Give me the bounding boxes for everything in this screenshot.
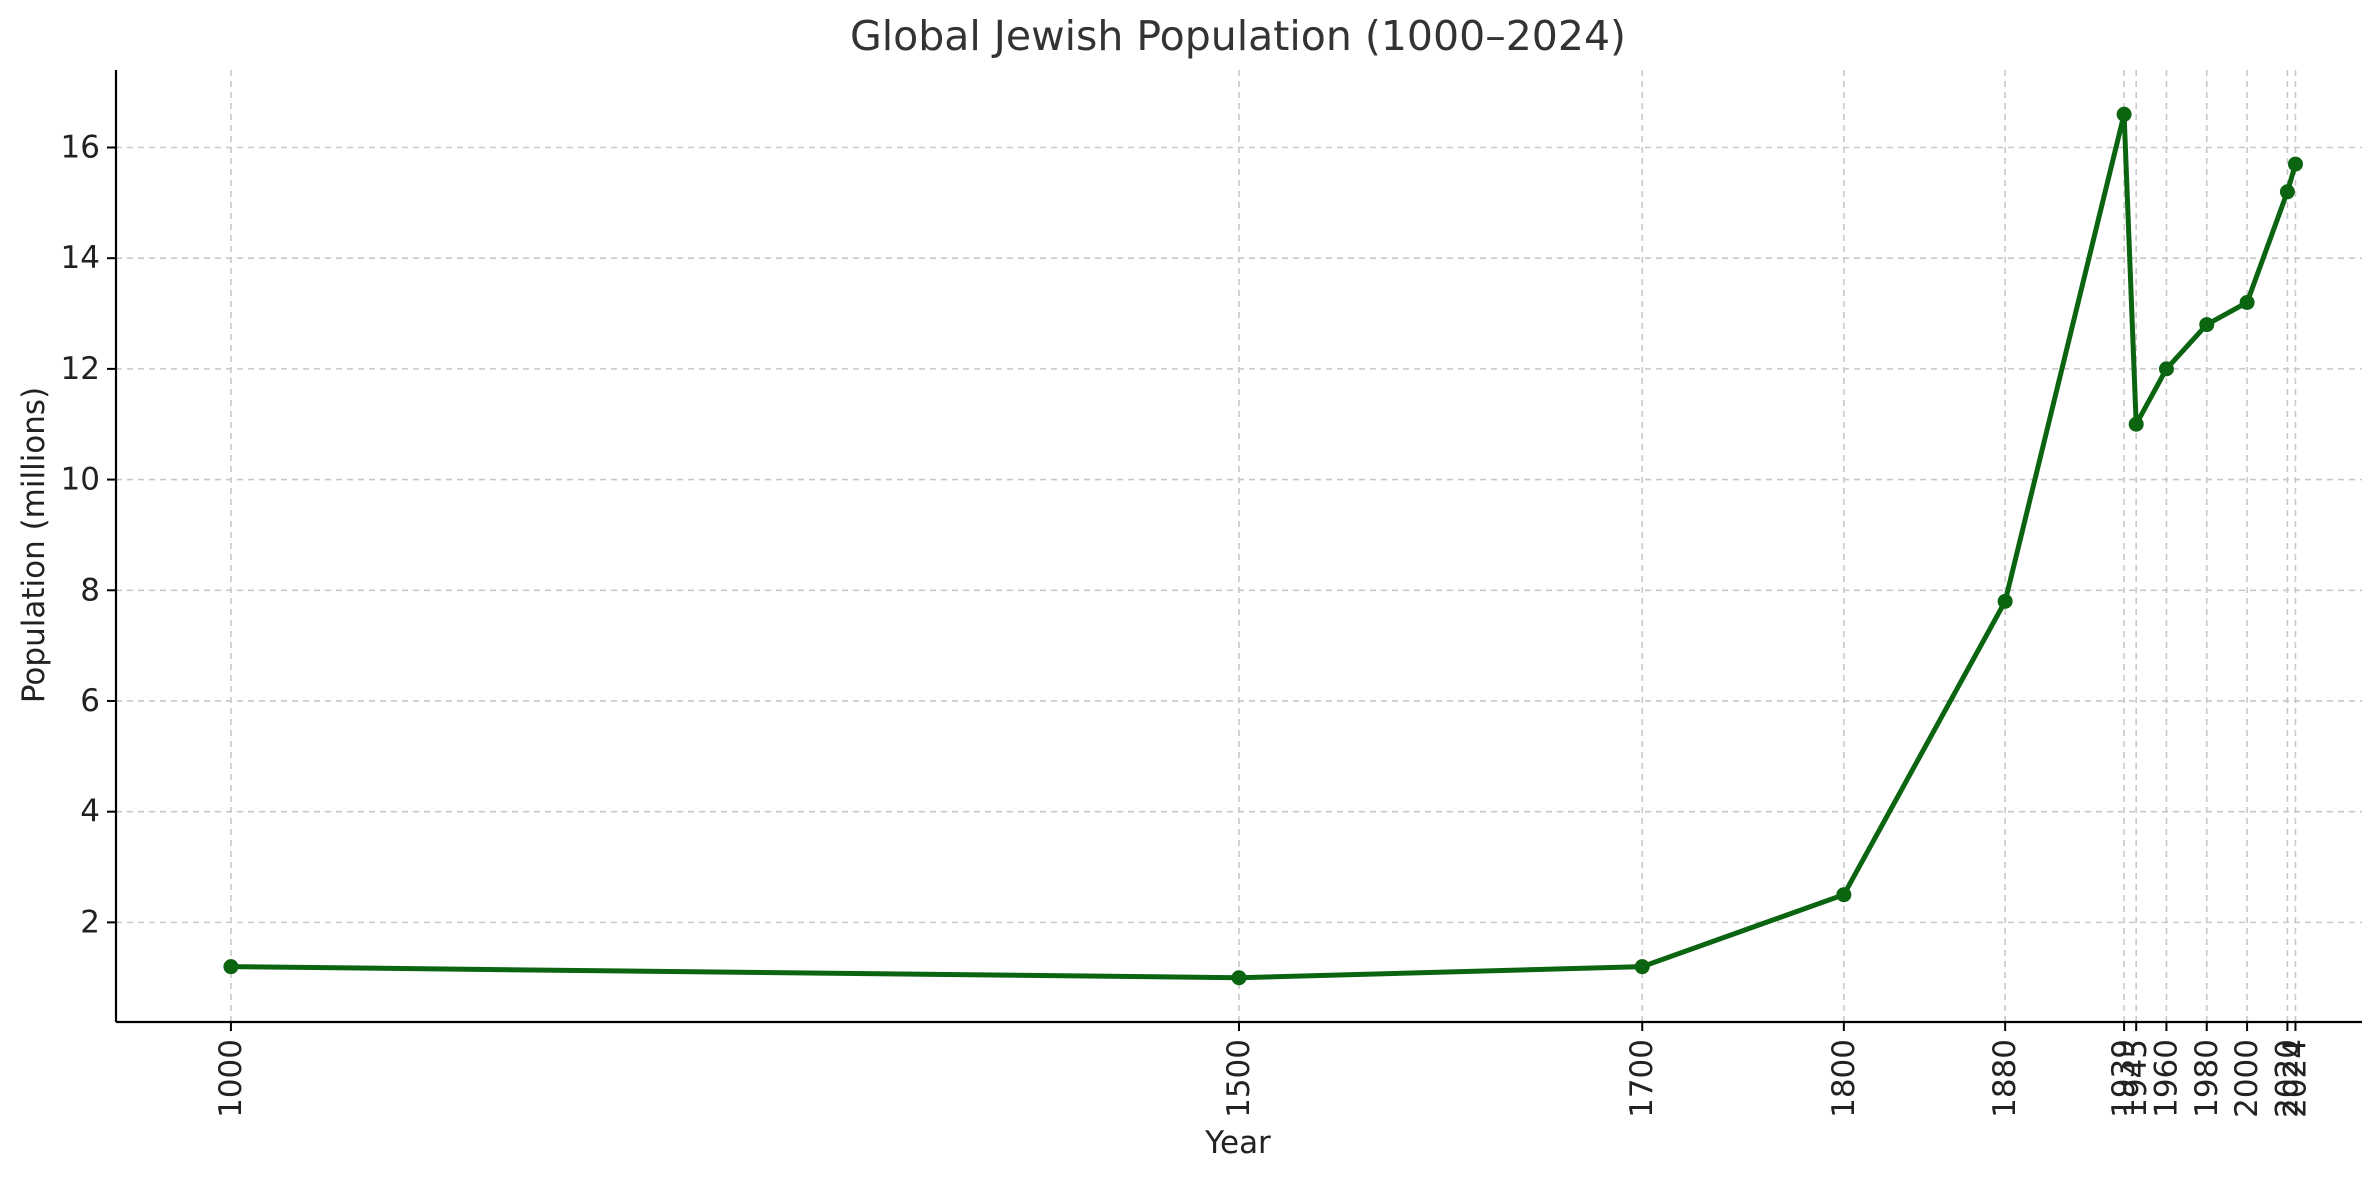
y-tick-label: 16: [61, 129, 100, 165]
y-tick-label: 8: [80, 572, 100, 608]
x-tick-label: 1980: [2189, 1039, 2225, 1118]
grid: [116, 70, 2362, 1022]
chart-title: Global Jewish Population (1000–2024): [850, 12, 1626, 60]
y-tick-label: 6: [80, 683, 100, 719]
data-point: [2279, 184, 2295, 200]
x-tick-label: 1800: [1826, 1039, 1862, 1118]
y-tick-label: 12: [61, 351, 100, 387]
data-point: [2287, 156, 2303, 172]
y-tick-label: 2: [80, 904, 100, 940]
series-line: [228, 111, 2298, 981]
series-layer: [223, 106, 2303, 986]
data-point: [2116, 106, 2132, 122]
data-point: [2128, 416, 2144, 432]
data-point: [223, 959, 239, 975]
data-point: [2239, 294, 2255, 310]
data-point: [1997, 593, 2013, 609]
x-tick-label: 2024: [2277, 1039, 2313, 1118]
x-tick-label: 1960: [2148, 1039, 2184, 1118]
data-point: [2158, 361, 2174, 377]
data-point: [1836, 887, 1852, 903]
x-tick-label: 1880: [1987, 1039, 2023, 1118]
y-axis-label: Population (millions): [16, 387, 52, 703]
data-point: [1231, 970, 1247, 986]
x-tick-label: 2020: [2269, 1039, 2305, 1118]
y-tick-label: 4: [80, 794, 100, 830]
x-tick-label: 1500: [1221, 1039, 1257, 1118]
x-axis-label: Year: [1204, 1125, 1271, 1161]
data-point: [1634, 959, 1650, 975]
x-tick-label: 2000: [2229, 1039, 2265, 1118]
x-tick-label: 1945: [2118, 1039, 2154, 1118]
x-tick-label: 1700: [1624, 1039, 1660, 1118]
y-tick-label: 14: [61, 240, 100, 276]
y-tick-label: 10: [61, 462, 100, 498]
data-point: [2199, 317, 2215, 333]
x-tick-label: 1939: [2106, 1039, 2142, 1118]
x-tick-label: 1000: [213, 1039, 249, 1118]
